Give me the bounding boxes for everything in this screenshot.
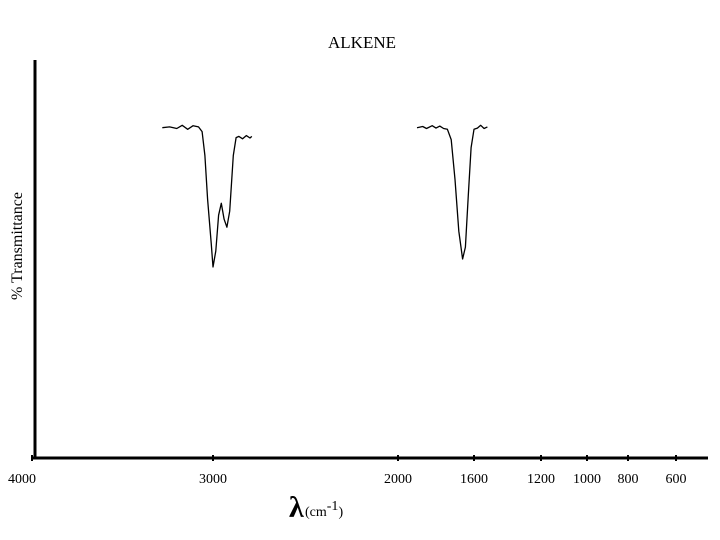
x-tick-label: 1600 [460, 472, 488, 487]
x-tick-label: 3000 [199, 472, 227, 487]
unit-suffix: ) [338, 505, 343, 520]
chart-title: ALKENE [328, 33, 396, 52]
x-tick-label: 4000 [8, 472, 36, 487]
x-axis-unit: (cm-1) [305, 499, 343, 520]
spectrum-line [416, 124, 488, 260]
spectrum-line [162, 124, 253, 268]
x-tick-label: 2000 [384, 472, 412, 487]
x-tick-label: 1000 [573, 472, 601, 487]
x-axis-label: λ (cm-1) [289, 491, 343, 524]
unit-superscript: -1 [327, 499, 339, 514]
y-axis-label: % Transmittance [9, 192, 26, 300]
x-tick-label: 1200 [527, 472, 555, 487]
unit-prefix: (cm [305, 505, 327, 520]
x-tick-label: 600 [666, 472, 687, 487]
spectrum-series [162, 124, 488, 268]
lambda-symbol: λ [289, 491, 304, 524]
x-tick-label: 800 [618, 472, 639, 487]
x-axis-ticks: 4000 3000 2000 1600 1200 1000 800 600 [8, 455, 687, 487]
